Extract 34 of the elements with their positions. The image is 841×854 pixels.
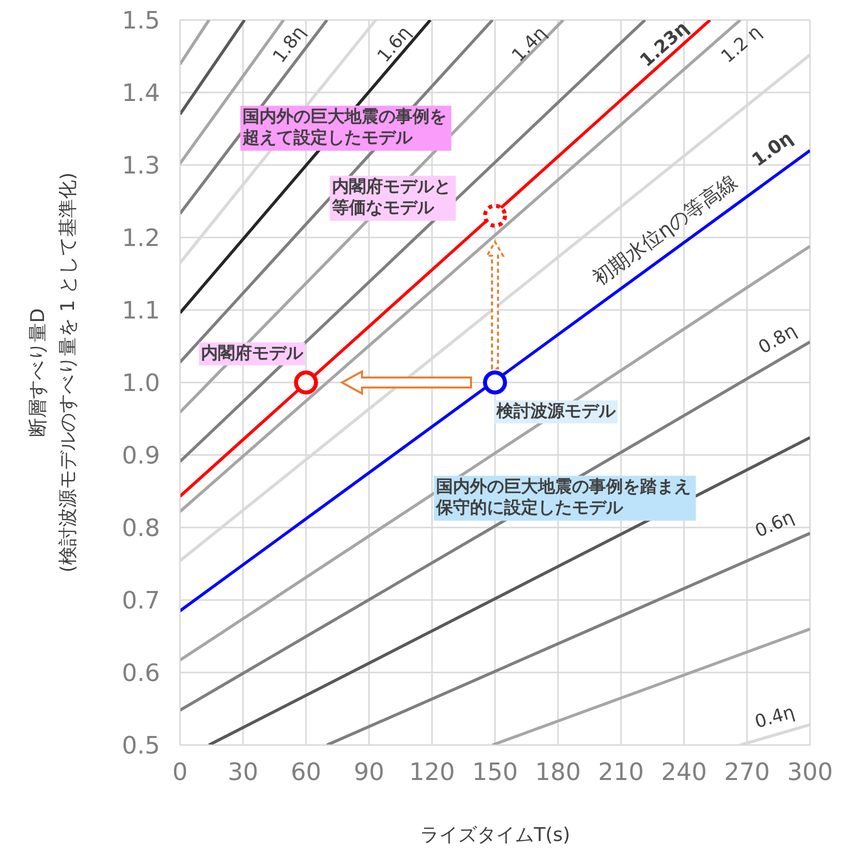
x-tick-label: 150 bbox=[472, 758, 518, 786]
x-tick-label: 0 bbox=[172, 758, 188, 786]
annotation: 内閣府モデルと等価なモデル bbox=[330, 176, 456, 220]
annotation: 0.6η bbox=[752, 506, 798, 544]
annotation: 0.4η bbox=[752, 702, 798, 734]
y-tick-label: 1.0 bbox=[122, 369, 160, 398]
x-tick-label: 240 bbox=[661, 758, 707, 786]
annotation: 検討波源モデル bbox=[494, 400, 618, 424]
x-tick-label: 180 bbox=[535, 758, 581, 786]
y-axis-title: 断層すべり量D (検討波源モデルのすべり量を 1 として基準化) bbox=[27, 172, 79, 572]
y-tick-label: 1.2 bbox=[122, 224, 160, 252]
annotation: 国内外の巨大地震の事例を超えて設定したモデル bbox=[240, 106, 452, 150]
annotation: 初期水位ηの等高線 bbox=[588, 169, 742, 291]
y-tick-label: 0.7 bbox=[122, 586, 160, 615]
annotation: 1.2 η bbox=[717, 21, 767, 69]
x-axis-title: ライズタイムT(s) bbox=[420, 824, 570, 846]
x-tick-label: 300 bbox=[787, 758, 833, 786]
y-tick-label: 0.9 bbox=[122, 442, 160, 470]
x-tick-label: 210 bbox=[598, 758, 644, 786]
annotation: 国内外の巨大地震の事例を踏まえ保守的に設定したモデル bbox=[434, 476, 696, 520]
x-tick-label: 120 bbox=[409, 758, 455, 786]
x-tick-label: 60 bbox=[290, 758, 322, 786]
y-tick-label: 1.3 bbox=[122, 152, 160, 180]
annotation: 内閣府モデル bbox=[199, 342, 305, 366]
y-tick-label: 0.5 bbox=[122, 732, 160, 760]
x-tick-label: 270 bbox=[724, 758, 770, 786]
y-tick-label: 1.4 bbox=[122, 79, 160, 108]
x-tick-label: 30 bbox=[228, 758, 258, 786]
y-tick-label: 0.6 bbox=[122, 659, 160, 688]
y-tick-label: 1.5 bbox=[122, 6, 160, 35]
annotation: 0.8η bbox=[755, 320, 801, 360]
y-tick-label: 1.1 bbox=[122, 296, 160, 325]
y-tick-label: 0.8 bbox=[122, 514, 160, 542]
x-tick-label: 90 bbox=[354, 758, 384, 786]
